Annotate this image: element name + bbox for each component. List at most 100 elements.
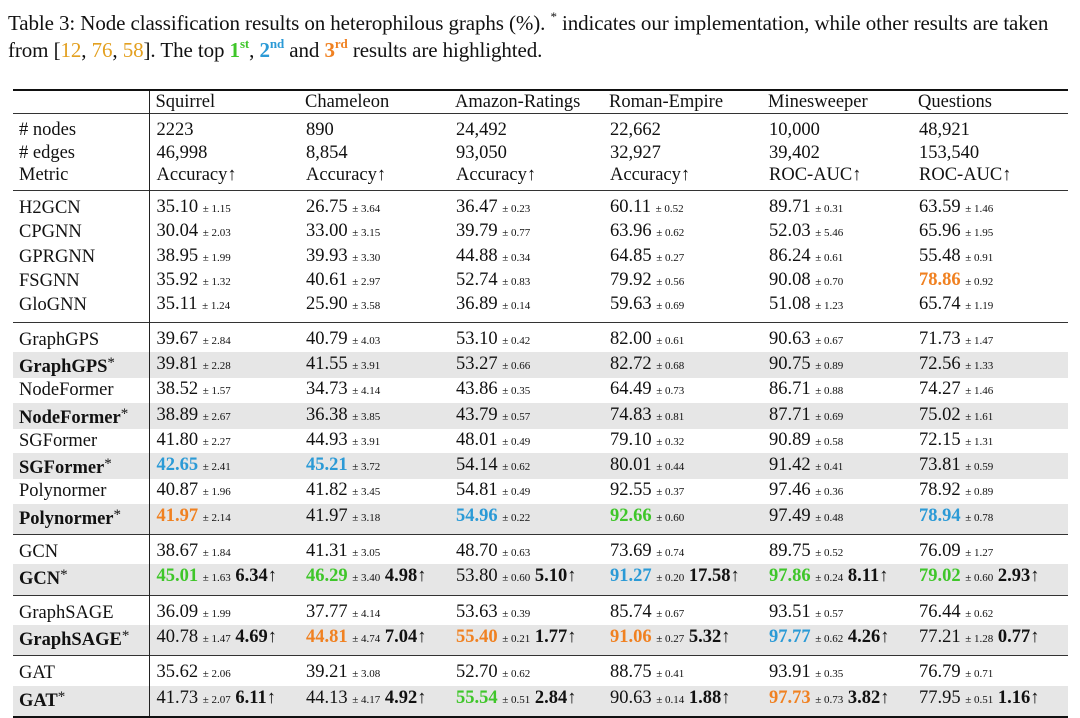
result-mean: 97.77 — [769, 626, 811, 647]
method-row: GloGNN 35.11 ± 1.24 25.90 ± 3.58 36.89 ± 0.… — [13, 293, 1068, 323]
result-mean: 63.59 — [919, 197, 961, 218]
result-mean: 90.63 — [610, 687, 652, 708]
result-mean: 25.90 — [306, 294, 348, 315]
stat-value: 24,492 — [449, 113, 603, 142]
result-cell: 53.10 ± 0.42 — [449, 321, 603, 352]
result-std: ± 0.88 — [815, 385, 844, 398]
result-mean: 35.62 — [156, 662, 199, 683]
result-cell: 77.95 ± 0.51 1.16↑ — [912, 685, 1068, 718]
result-mean: 53.63 — [456, 601, 498, 622]
dataset-header: Questions — [912, 89, 1068, 114]
method-name: GraphGPS — [13, 321, 150, 352]
stat-value: 22,662 — [603, 113, 762, 142]
improvement-value: 2.93↑ — [997, 566, 1040, 587]
citation-link-58[interactable]: 58 — [122, 38, 144, 62]
result-cell: 78.94 ± 0.78 — [912, 503, 1068, 535]
result-cell: 74.27 ± 1.46 — [912, 378, 1068, 402]
result-std: ± 1.99 — [202, 607, 231, 620]
result-mean: 52.70 — [456, 662, 498, 683]
method-name-text: H2GCN — [19, 198, 81, 219]
legend-first-sup: st — [239, 36, 250, 51]
result-cell: 76.79 ± 0.71 — [912, 655, 1068, 686]
result-std: ± 0.62 — [502, 668, 531, 681]
stat-value: 39,402 — [769, 142, 820, 163]
result-cell: 97.46 ± 0.36 — [762, 479, 912, 503]
stat-value: 48,921 — [912, 113, 1068, 142]
citation-link-76[interactable]: 76 — [91, 38, 113, 62]
method-row: Polynormer* 41.97 ± 2.14 41.97 ± 3.18 54.96… — [13, 503, 1068, 535]
result-std: ± 0.78 — [965, 511, 994, 524]
result-std: ± 0.52 — [655, 203, 684, 216]
result-std: ± 0.57 — [815, 607, 844, 620]
result-mean: 60.11 — [610, 197, 651, 218]
result-std: ± 2.97 — [352, 276, 381, 289]
result-mean: 76.44 — [919, 601, 961, 622]
result-mean: 35.10 — [156, 197, 199, 218]
dataset-header: Minesweeper — [762, 89, 912, 114]
method-row: GraphSAGE 36.09 ± 1.99 37.77 ± 4.14 53.63 ±… — [13, 594, 1068, 625]
result-std: ± 0.35 — [815, 668, 844, 681]
result-std: ± 0.81 — [656, 410, 685, 423]
result-std: ± 0.62 — [815, 632, 844, 645]
result-std: ± 0.73 — [815, 693, 844, 706]
result-cell: 91.27 ± 0.20 17.58↑ — [603, 564, 762, 596]
method-name-text: GCN — [19, 569, 61, 590]
result-std: ± 0.49 — [502, 435, 531, 448]
implementation-star: * — [57, 688, 66, 705]
result-mean: 76.79 — [919, 662, 961, 683]
result-std: ± 0.48 — [815, 511, 844, 524]
result-std: ± 0.52 — [815, 547, 844, 560]
result-cell: 65.74 ± 1.19 — [912, 293, 1068, 322]
improvement-value: 7.04↑ — [384, 626, 427, 647]
method-name-text: NodeFormer — [19, 407, 121, 428]
result-std: ± 1.99 — [202, 251, 231, 264]
result-cell: 64.49 ± 0.73 — [603, 378, 762, 402]
legend-second-sup: nd — [269, 36, 285, 51]
method-name-text: FSGNN — [19, 271, 80, 292]
result-std: ± 3.30 — [352, 251, 381, 264]
stat-value: ROC-AUC↑ — [769, 164, 862, 185]
stats-row: Metric Accuracy↑ Accuracy↑ Accuracy↑ Accurac… — [13, 163, 1068, 191]
stat-value: 153,540 — [919, 142, 980, 163]
result-cell: 37.77 ± 4.14 — [299, 594, 449, 625]
result-mean: 90.75 — [769, 353, 811, 374]
result-std: ± 1.33 — [965, 359, 994, 372]
result-cell: 82.72 ± 0.68 — [603, 351, 762, 379]
method-row: GraphSAGE* 40.78 ± 1.47 4.69↑ 44.81 ± 4.74… — [13, 624, 1068, 656]
result-cell: 25.90 ± 3.58 — [299, 293, 449, 322]
result-mean: 54.96 — [456, 505, 498, 526]
dataset-header: Chameleon — [299, 89, 449, 114]
citation-link-12[interactable]: 12 — [60, 38, 82, 62]
result-std: ± 0.34 — [502, 251, 531, 264]
result-mean: 39.79 — [456, 221, 498, 242]
result-cell: 55.54 ± 0.51 2.84↑ — [449, 685, 603, 718]
result-mean: 89.71 — [769, 197, 811, 218]
method-name-text: GPRGNN — [19, 246, 96, 267]
result-cell: 26.75 ± 3.64 — [299, 190, 449, 221]
result-std: ± 0.61 — [815, 251, 844, 264]
result-std: ± 0.68 — [656, 359, 685, 372]
result-mean: 78.94 — [919, 505, 961, 526]
method-name: H2GCN — [13, 190, 150, 221]
improvement-value: 1.88↑ — [688, 687, 731, 708]
method-name-text: SGFormer — [19, 458, 105, 479]
caption-suffix: results are highlighted. — [347, 38, 543, 62]
result-mean: 44.88 — [456, 245, 498, 266]
result-std: ± 0.66 — [502, 359, 531, 372]
method-name-text: GraphSAGE — [19, 602, 114, 623]
result-std: ± 0.14 — [656, 693, 685, 706]
result-mean: 90.89 — [769, 429, 811, 450]
result-std: ± 1.32 — [202, 276, 231, 289]
stat-value: Accuracy↑ — [156, 164, 237, 185]
improvement-value: 1.16↑ — [997, 687, 1040, 708]
result-std: ± 2.06 — [202, 668, 231, 681]
result-std: ± 1.46 — [965, 203, 994, 216]
result-cell: 79.92 ± 0.56 — [603, 269, 762, 293]
result-cell: 79.10 ± 0.32 — [603, 429, 762, 453]
result-cell: 90.63 ± 0.14 1.88↑ — [603, 685, 762, 718]
result-cell: 45.01 ± 1.63 6.34↑ — [149, 564, 299, 596]
result-std: ± 0.23 — [502, 203, 531, 216]
result-cell: 73.81 ± 0.59 — [912, 453, 1068, 480]
result-std: ± 1.46 — [965, 385, 994, 398]
result-mean: 41.80 — [156, 429, 199, 450]
